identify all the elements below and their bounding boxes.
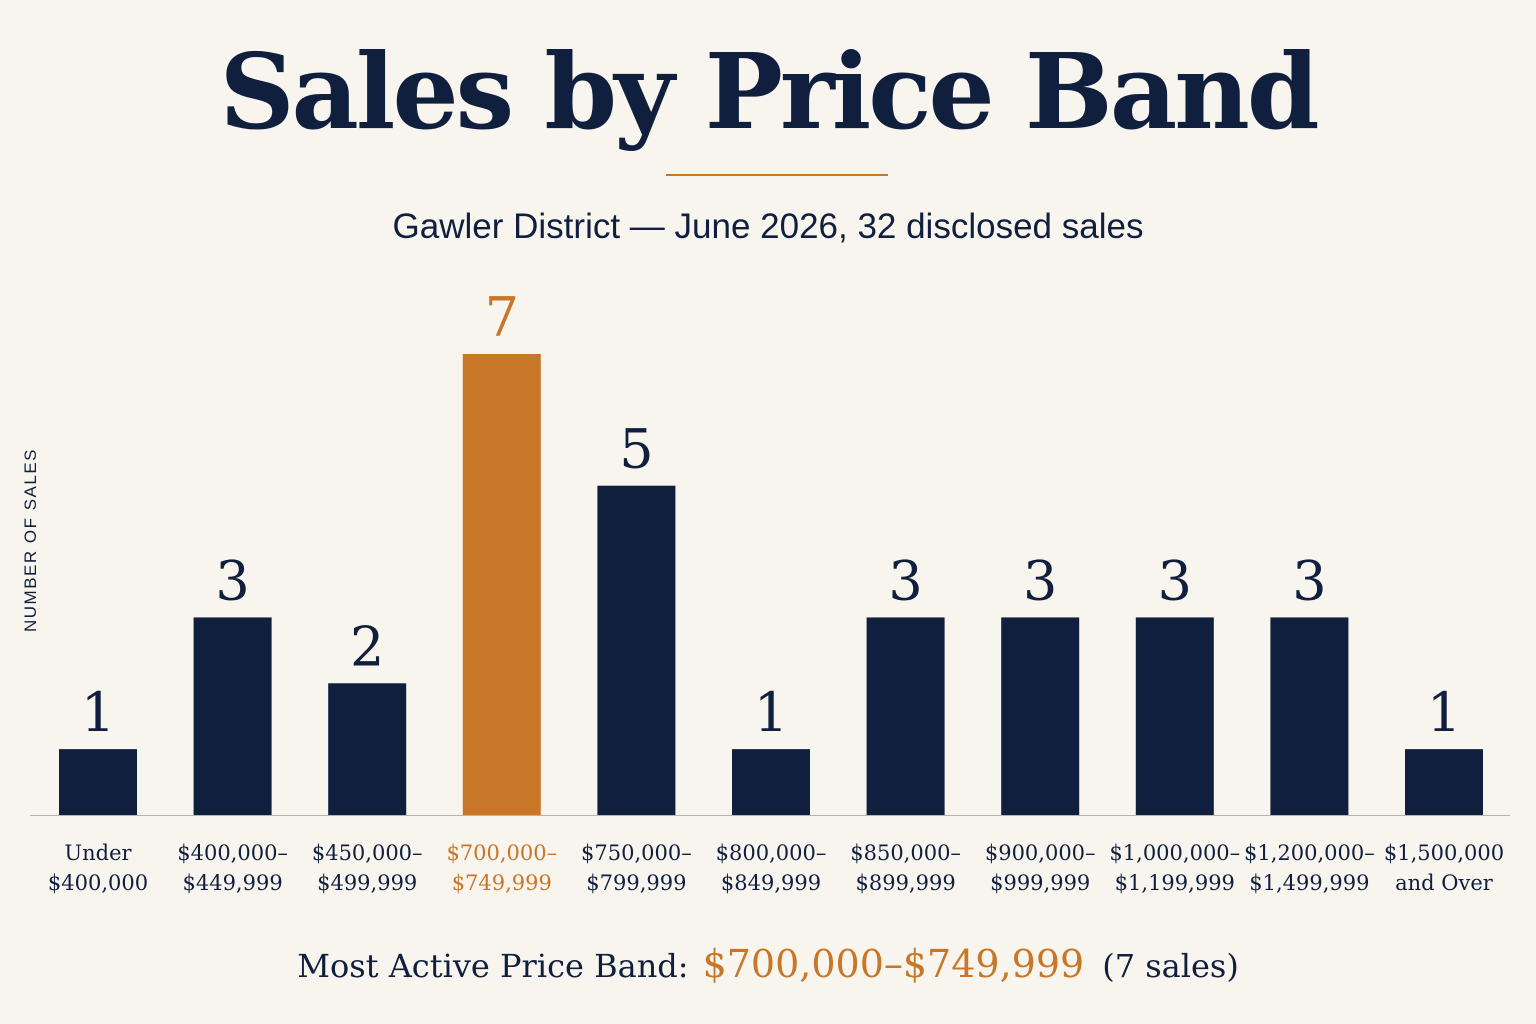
data-label-8: 3 [1023, 549, 1057, 612]
bar-7 [866, 617, 945, 815]
x-tick-label-line: $749,999 [452, 871, 552, 895]
bar-4 [462, 354, 541, 815]
data-label-2: 3 [215, 549, 249, 612]
x-tick-label-line: $750,000– [581, 841, 692, 865]
x-tick-label-line: $400,000– [177, 841, 288, 865]
x-tick-label-6: $800,000– $849,999 [716, 841, 827, 895]
bar-10 [1270, 617, 1349, 815]
x-tick-label-line: $850,000– [850, 841, 961, 865]
data-label-1: 1 [81, 681, 115, 744]
x-tick-label-line: $799,999 [586, 871, 686, 895]
x-tick-label-line: and Over [1395, 871, 1494, 895]
x-tick-label-line: $1,200,000– [1244, 841, 1375, 865]
x-tick-label-line: $1,499,999 [1249, 871, 1369, 895]
x-tick-label-line: $449,999 [182, 871, 282, 895]
x-tick-label-10: $1,200,000– $1,499,999 [1244, 841, 1375, 895]
x-tick-label-line: $1,199,999 [1115, 871, 1235, 895]
x-tick-label-3: $450,000– $499,999 [312, 841, 423, 895]
x-tick-label-line: $499,999 [317, 871, 417, 895]
page-subtitle: Gawler District — June 2026, 32 disclose… [392, 207, 1144, 246]
bar-3 [328, 683, 407, 815]
bar-series [59, 354, 1483, 815]
x-tick-label-line: $849,999 [721, 871, 821, 895]
data-labels: 1 3 2 7 5 1 3 3 3 3 1 [81, 286, 1461, 744]
x-tick-label-line: $999,999 [990, 871, 1090, 895]
data-label-10: 3 [1292, 549, 1326, 612]
x-tick-label-8: $900,000– $999,999 [985, 841, 1096, 895]
x-tick-label-line: $800,000– [716, 841, 827, 865]
bar-11 [1405, 749, 1483, 815]
bar-5 [597, 485, 676, 815]
data-label-7: 3 [888, 549, 922, 612]
bar-2 [193, 617, 272, 815]
x-tick-label-line: Under [64, 841, 132, 865]
x-tick-labels: Under $400,000$400,000– $449,999$450,000– $… [48, 841, 1504, 895]
x-tick-label-line: $700,000– [446, 841, 557, 865]
x-tick-label-line: $400,000 [48, 871, 148, 895]
x-tick-label-line: $450,000– [312, 841, 423, 865]
data-label-11: 1 [1427, 681, 1461, 744]
data-label-6: 1 [754, 681, 788, 744]
summary-line: Most Active Price Band: $700,000–$749,999… [0, 938, 1536, 992]
data-label-5: 5 [619, 418, 653, 481]
summary-note: (7 sales) [1102, 947, 1239, 985]
x-tick-label-7: $850,000– $899,999 [850, 841, 961, 895]
x-tick-label-line: $1,000,000– [1109, 841, 1240, 865]
bar-1 [59, 749, 137, 815]
bar-6 [732, 749, 810, 815]
title-divider [666, 174, 888, 176]
summary-value: $700,000–$749,999 [702, 942, 1085, 986]
data-label-4: 7 [485, 286, 519, 349]
x-tick-label-line: $899,999 [855, 871, 955, 895]
summary-label: Most Active Price Band: [297, 947, 689, 985]
x-tick-label-1: Under $400,000 [48, 841, 148, 895]
x-tick-label-line: $1,500,000 [1384, 841, 1504, 865]
x-tick-label-5: $750,000– $799,999 [581, 841, 692, 895]
bar-9 [1135, 617, 1214, 815]
data-label-3: 2 [350, 615, 384, 678]
x-tick-label-2: $400,000– $449,999 [177, 841, 288, 895]
data-label-9: 3 [1158, 549, 1192, 612]
x-tick-label-line: $900,000– [985, 841, 1096, 865]
page-title: Sales by Price Band [219, 30, 1319, 153]
x-tick-label-4: $700,000– $749,999 [446, 841, 557, 895]
x-tick-label-11: $1,500,000 and Over [1384, 841, 1504, 895]
bar-8 [1001, 617, 1080, 815]
x-tick-label-9: $1,000,000– $1,199,999 [1109, 841, 1240, 895]
